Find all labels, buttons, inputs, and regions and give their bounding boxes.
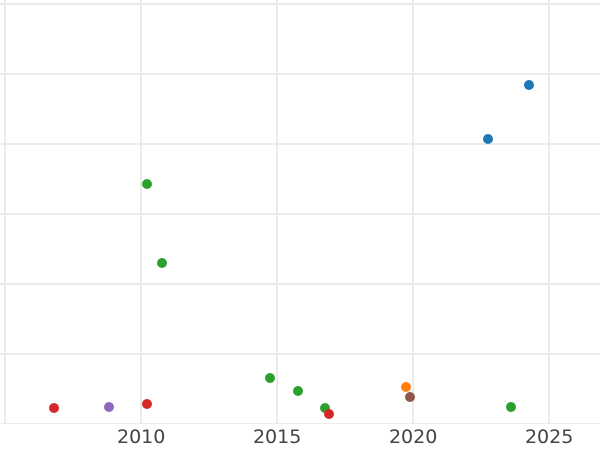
data-point-green [265, 372, 276, 383]
x-axis: 2010 2015 2020 2025 [0, 427, 600, 450]
y-gridline [0, 143, 600, 146]
x-tick-label: 2020 [388, 426, 438, 448]
x-gridline [276, 0, 279, 424]
y-gridline [0, 3, 600, 6]
y-gridline [0, 73, 600, 76]
y-gridline [0, 353, 600, 356]
x-tick-label: 2010 [116, 426, 166, 448]
x-gridline [412, 0, 415, 424]
data-point-blue [523, 80, 534, 91]
x-gridline [548, 0, 551, 424]
data-point-purple [103, 402, 114, 413]
data-point-green [141, 179, 152, 189]
data-point-blue [482, 133, 493, 144]
x-tick-label: 2025 [524, 426, 574, 448]
x-tick-label: 2015 [252, 426, 302, 448]
x-gridline [140, 0, 143, 424]
data-point-orange [401, 381, 412, 392]
data-point-green [156, 258, 167, 269]
data-point-red [323, 408, 334, 419]
data-point-red [141, 398, 152, 409]
y-gridline [0, 423, 600, 424]
data-point-red [49, 402, 60, 413]
data-point-green [292, 386, 303, 397]
data-point-green [506, 402, 517, 413]
y-gridline [0, 283, 600, 286]
data-point-green [319, 402, 330, 413]
x-gridline [4, 0, 7, 424]
plot-area [0, 0, 600, 424]
data-point-brown [405, 391, 416, 402]
y-gridline [0, 213, 600, 216]
